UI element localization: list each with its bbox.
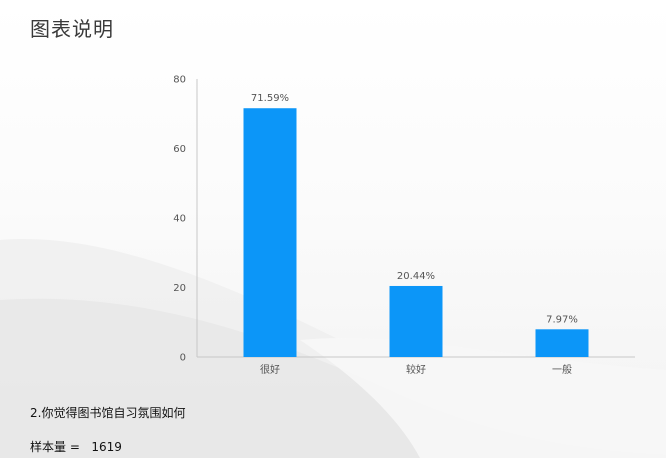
sample-size: 样本量 = 1619: [30, 438, 122, 455]
bars-group: [243, 108, 589, 357]
bar-1: [389, 285, 443, 357]
x-axis-ticks: 很好 较好 一般: [260, 363, 572, 376]
y-tick-label-0: 0: [180, 353, 186, 364]
data-label-2: 7.97%: [546, 314, 578, 325]
data-label-1: 20.44%: [397, 271, 435, 282]
x-tick-label-0: 很好: [260, 363, 280, 376]
page-title: 图表说明: [30, 17, 114, 41]
x-tick-label-1: 较好: [406, 363, 426, 376]
y-tick-label-2: 40: [173, 214, 186, 225]
y-axis-ticks: 0 20 40 60 80: [173, 75, 186, 364]
data-labels-group: 71.59% 20.44% 7.97%: [251, 93, 578, 325]
data-label-0: 71.59%: [251, 93, 289, 104]
x-tick-label-2: 一般: [552, 363, 572, 376]
question-text: 2.你觉得图书馆自习氛围如何: [30, 406, 186, 420]
sample-size-label: 样本量 =: [30, 440, 80, 454]
y-tick-label-1: 20: [173, 283, 186, 294]
y-tick-label-4: 80: [173, 75, 186, 86]
bar-0: [243, 108, 297, 357]
y-tick-label-3: 60: [173, 144, 186, 155]
sample-size-value: 1619: [91, 440, 122, 454]
bar-2: [535, 329, 589, 357]
